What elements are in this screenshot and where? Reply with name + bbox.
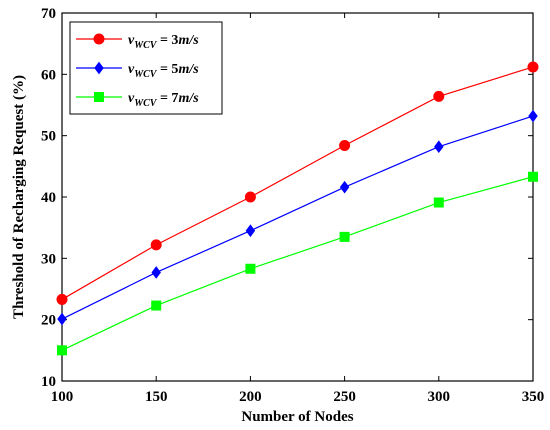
plot-area: 100 150 200 250 300 350 10 20 30 40 50 60 70 — [41, 6, 544, 405]
data-point — [339, 139, 351, 151]
data-point — [527, 61, 539, 73]
x-tick-label: 150 — [145, 389, 168, 405]
y-tick-label: 30 — [41, 251, 56, 267]
y-tick-label: 70 — [41, 6, 56, 22]
y-tick-label: 10 — [41, 374, 56, 390]
legend-label: vWCV = 3m/s — [128, 33, 199, 51]
series-2 — [57, 109, 538, 326]
data-point — [434, 140, 444, 154]
data-point — [151, 300, 162, 311]
data-point — [339, 231, 350, 242]
data-point — [245, 224, 256, 238]
series-1 — [56, 61, 539, 305]
legend-label: vWCV = 5m/s — [128, 62, 199, 80]
y-tick-label: 20 — [41, 313, 56, 329]
legend-marker — [94, 61, 104, 75]
data-point — [244, 191, 256, 203]
series-line — [61, 176, 534, 351]
legend-item: vWCV = 5m/s — [76, 61, 199, 80]
data-point — [339, 180, 350, 194]
x-axis-title: Number of Nodes — [241, 409, 353, 425]
data-point — [57, 312, 67, 326]
data-point — [56, 293, 68, 305]
y-tick-label: 50 — [41, 129, 56, 145]
series-line — [61, 115, 534, 320]
x-tick-label: 250 — [333, 389, 356, 405]
x-tick-label: 300 — [428, 389, 451, 405]
legend-marker — [94, 92, 104, 102]
series-line — [61, 66, 534, 300]
legend-label: vWCV = 7m/s — [128, 91, 199, 109]
y-axis-title: Threshold of Recharging Request (%) — [11, 75, 27, 319]
data-point — [151, 266, 161, 279]
legend-item: vWCV = 7m/s — [76, 91, 199, 109]
data-point — [528, 109, 538, 123]
data-point — [528, 171, 538, 182]
y-tick-label: 60 — [41, 67, 56, 83]
x-tick-label: 100 — [51, 389, 74, 405]
x-tick-label: 350 — [522, 389, 545, 405]
data-point — [150, 239, 162, 251]
legend: vWCV = 3m/s vWCV = 5m/s vWCV = 7m/s — [69, 21, 223, 115]
data-point — [245, 263, 256, 274]
y-tick-label: 40 — [41, 190, 56, 206]
data-point — [433, 90, 445, 102]
legend-item: vWCV = 3m/s — [76, 33, 199, 51]
series-3 — [57, 171, 538, 356]
legend-marker — [93, 33, 105, 45]
data-point — [433, 197, 444, 208]
x-tick-label: 200 — [239, 389, 262, 405]
data-point — [57, 345, 67, 356]
